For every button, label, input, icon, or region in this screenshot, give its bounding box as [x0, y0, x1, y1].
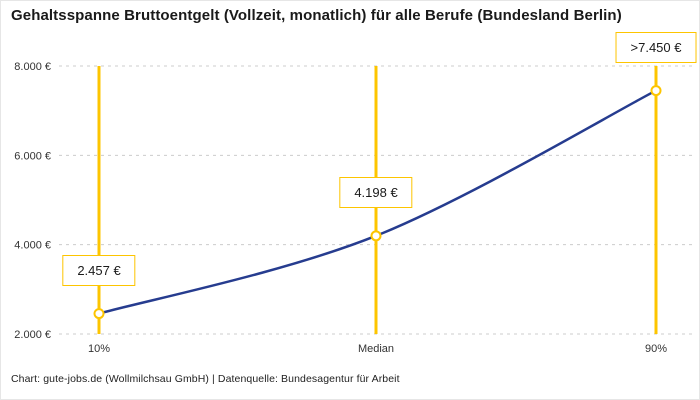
y-tick-label: 2.000 €: [14, 329, 51, 341]
x-tick-label: 10%: [88, 343, 110, 355]
value-label: >7.450 €: [615, 31, 697, 63]
y-tick-label: 8.000 €: [14, 61, 51, 73]
data-point[interactable]: [93, 308, 105, 320]
x-tick-label: Median: [358, 343, 394, 355]
data-point[interactable]: [650, 85, 662, 97]
data-point[interactable]: [370, 230, 382, 242]
chart-title: Gehaltsspanne Bruttoentgelt (Vollzeit, m…: [11, 7, 622, 24]
value-label: 4.198 €: [339, 176, 413, 208]
y-tick-label: 6.000 €: [14, 150, 51, 162]
value-label: 2.457 €: [62, 254, 136, 286]
y-tick-label: 4.000 €: [14, 240, 51, 252]
chart-credit: Chart: gute-jobs.de (Wollmilchsau GmbH) …: [11, 373, 400, 385]
x-tick-label: 90%: [645, 343, 667, 355]
